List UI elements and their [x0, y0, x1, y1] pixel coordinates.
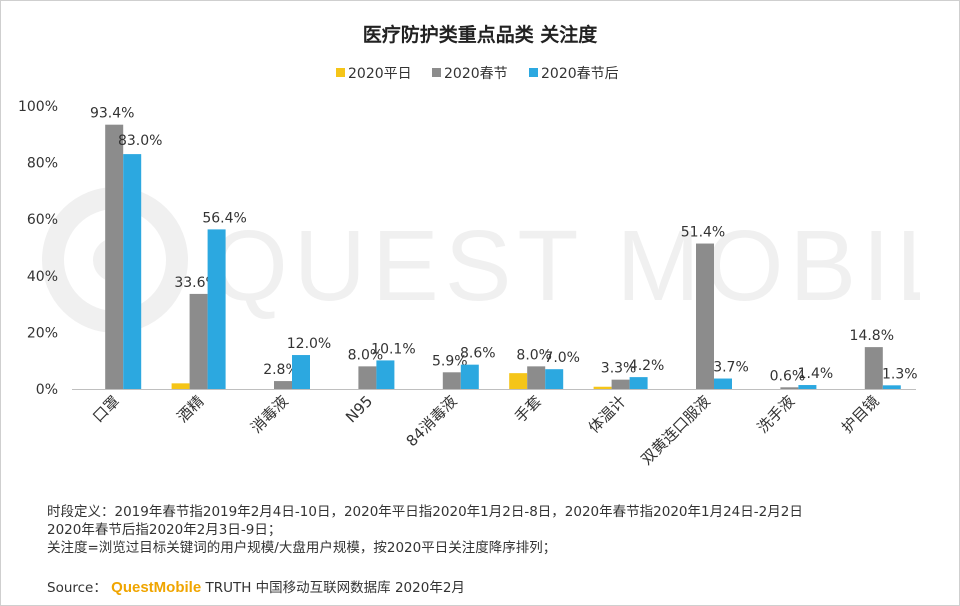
y-tick-label: 20% — [27, 325, 58, 341]
data-label: 56.4% — [202, 210, 246, 226]
watermark-text: QUEST MOBILE — [210, 210, 920, 322]
legend-label: 2020平日 — [348, 66, 412, 82]
data-label: 8.6% — [460, 346, 496, 362]
legend-swatch — [336, 68, 345, 77]
data-label: 12.0% — [287, 336, 331, 352]
bar — [593, 386, 612, 389]
y-tick-label: 100% — [18, 99, 58, 115]
x-axis: 口罩 酒精 消毒液 N95 84消毒液 手套 体温计 双黄连口服液 洗手液 护目镜 — [72, 389, 916, 468]
data-label: 51.4% — [681, 225, 725, 241]
legend-swatch — [529, 68, 538, 77]
y-tick-label: 60% — [27, 212, 58, 228]
data-label: 1.3% — [882, 366, 918, 382]
bar — [105, 124, 124, 389]
legend-swatch — [432, 68, 441, 77]
source-label: Source： — [47, 580, 107, 596]
data-label: 8.0% — [348, 347, 384, 363]
bar — [292, 355, 310, 389]
notes: 时段定义：2019年春节指2019年2月4日-10日，2020年平日指2020年… — [47, 503, 803, 557]
y-axis: 0% 20% 40% 60% 80% 100% — [18, 99, 58, 398]
bar — [864, 347, 883, 389]
data-label: 93.4% — [90, 106, 134, 122]
x-tick-label: 护目镜 — [838, 392, 883, 437]
chart-title: 医疗防护类重点品类 关注度 — [363, 23, 599, 46]
bar — [442, 372, 461, 389]
legend-label: 2020春节后 — [541, 66, 619, 82]
data-label: 3.3% — [601, 361, 637, 377]
bar — [171, 383, 190, 389]
data-label: 14.8% — [850, 328, 894, 344]
x-tick-label: 手套 — [511, 392, 545, 426]
bar — [189, 293, 208, 389]
bar — [611, 379, 630, 389]
data-label: 0.6% — [770, 368, 806, 384]
bar — [629, 377, 648, 389]
bar — [376, 360, 395, 389]
source-text: TRUTH 中国移动互联网数据库 2020年2月 — [205, 580, 465, 596]
y-tick-label: 40% — [27, 269, 58, 285]
x-tick-label: 消毒液 — [247, 392, 292, 437]
bar — [358, 366, 377, 389]
source-brand: QuestMobile — [111, 579, 202, 596]
data-label: 83.0% — [118, 133, 162, 149]
bar — [274, 381, 292, 389]
source-line: Source： QuestMobile TRUTH 中国移动互联网数据库 202… — [47, 576, 465, 596]
bars: 93.4%83.0%33.6%56.4%2.8%12.0%8.0%10.1%5.… — [90, 106, 918, 389]
x-tick-label: 口罩 — [89, 392, 123, 426]
x-tick-label: 酒精 — [173, 392, 207, 426]
bar-chart: 医疗防护类重点品类 关注度 2020平日 2020春节 2020春节后 0% 20% 4… — [18, 23, 918, 468]
data-label: 2.8% — [263, 362, 299, 378]
bar — [798, 385, 817, 389]
bar — [527, 366, 546, 389]
data-label: 8.0% — [516, 347, 552, 363]
note-line: 时段定义：2019年春节指2019年2月4日-10日，2020年平日指2020年… — [47, 504, 803, 520]
x-tick-label: N95 — [342, 392, 376, 426]
data-label: 1.4% — [798, 366, 834, 382]
bar — [123, 154, 142, 389]
bar — [882, 385, 901, 389]
x-tick-label: 双黄连口服液 — [637, 392, 713, 468]
y-tick-label: 0% — [36, 382, 58, 398]
data-label: 5.9% — [432, 353, 468, 369]
data-label: 7.0% — [544, 350, 580, 366]
bar — [714, 378, 732, 389]
data-label: 4.2% — [629, 358, 665, 374]
y-tick-label: 80% — [27, 156, 58, 172]
legend-label: 2020春节 — [444, 66, 508, 82]
bar — [780, 387, 799, 389]
bar — [509, 373, 528, 389]
x-tick-label: 84消毒液 — [403, 392, 461, 450]
x-tick-label: 体温计 — [585, 392, 630, 437]
note-line: 关注度=浏览过目标关键词的用户规模/大盘用户规模，按2020平日关注度降序排列； — [47, 540, 557, 556]
bar — [696, 243, 714, 389]
data-label: 3.7% — [713, 360, 749, 376]
data-label: 10.1% — [371, 341, 415, 357]
bar — [460, 364, 479, 389]
legend: 2020平日 2020春节 2020春节后 — [336, 66, 619, 82]
x-tick-label: 洗手液 — [754, 392, 799, 437]
bar — [207, 229, 226, 389]
note-line: 2020年春节后指2020年2月3日-9日； — [47, 522, 282, 538]
bar — [545, 369, 564, 389]
